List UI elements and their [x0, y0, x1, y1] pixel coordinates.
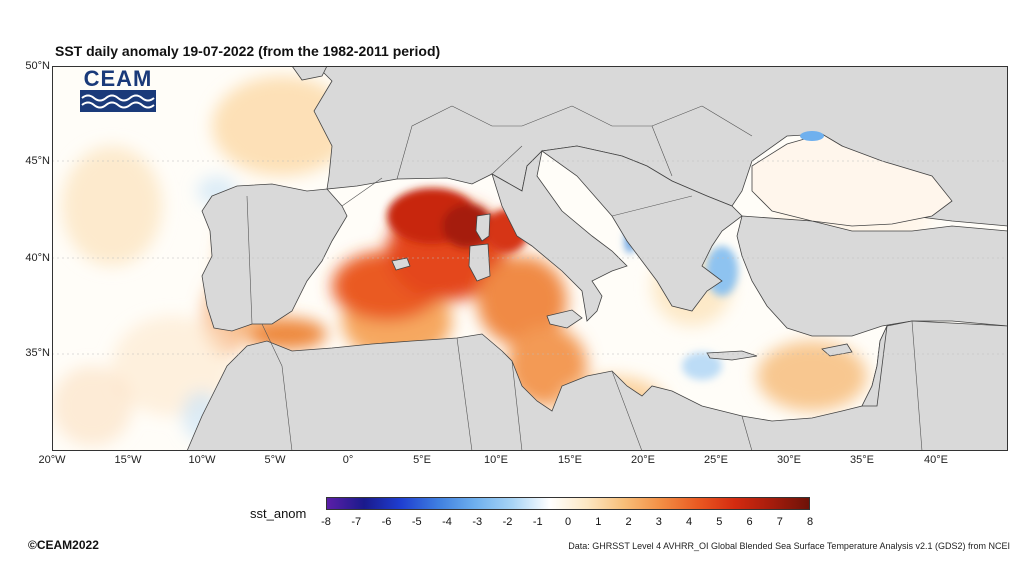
data-source: Data: GHRSST Level 4 AVHRR_OI Global Ble…: [568, 541, 1010, 551]
lon-label: 40°E: [924, 454, 948, 466]
colorbar-tick-label: -3: [472, 516, 483, 528]
lon-label: 20°E: [631, 454, 655, 466]
colorbar-tick-label: -5: [411, 516, 422, 528]
colorbar-tick-label: -6: [381, 516, 392, 528]
colorbar-tick-label: -8: [321, 516, 331, 528]
map-frame: [52, 66, 1008, 451]
sardinia-island: [468, 243, 491, 282]
italy-landmass: [491, 149, 628, 322]
colorbar-tick-label: -2: [502, 516, 513, 528]
lat-label: 35°N: [25, 347, 50, 359]
lon-label: 35°E: [850, 454, 874, 466]
colorbar: [326, 497, 810, 510]
colorbar-tick-label: 3: [655, 516, 662, 528]
logo-text: CEAM: [83, 66, 153, 91]
colorbar-tick-label: -4: [442, 516, 452, 528]
lon-label: 25°E: [704, 454, 728, 466]
black-sea: [751, 131, 953, 227]
lon-label: 0°: [342, 454, 354, 466]
uk-landmass: [291, 66, 328, 81]
map-title: SST daily anomaly 19-07-2022 (from the 1…: [55, 43, 441, 59]
cyprus-island: [821, 343, 853, 357]
lon-label: 5°E: [413, 454, 431, 466]
mallorca-island: [391, 257, 411, 271]
anatolia-landmass: [736, 215, 1008, 337]
colorbar-tick-label: -7: [351, 516, 362, 528]
lon-label: 20°W: [38, 454, 66, 466]
ceam-logo: CEAM: [80, 68, 156, 114]
lon-label: 30°E: [777, 454, 801, 466]
graticule: [52, 160, 1008, 355]
colorbar-tick-label: 0: [564, 516, 572, 528]
country-borders: [246, 105, 923, 451]
colorbar-label: sst_anom: [250, 506, 307, 521]
sst-anomaly-map: [52, 66, 1008, 451]
lat-label: 45°N: [25, 155, 50, 167]
lat-label: 50°N: [25, 60, 50, 72]
lon-label: 15°W: [114, 454, 142, 466]
lon-label: 5°W: [264, 454, 286, 466]
levant-landmass: [861, 325, 888, 407]
lon-label: 10°E: [484, 454, 508, 466]
colorbar-tick-label: 8: [806, 516, 814, 528]
crete-island: [706, 350, 758, 361]
waves-icon: [80, 90, 156, 112]
colorbar-tick-label: 7: [776, 516, 783, 528]
colorbar-tick-label: 5: [716, 516, 723, 528]
lon-label: 10°W: [188, 454, 216, 466]
corsica-sardinia: [475, 213, 491, 242]
copyright: ©CEAM2022: [28, 538, 99, 552]
colorbar-tick-label: 2: [625, 516, 632, 528]
sicily-island: [546, 309, 583, 329]
colorbar-tick-label: 6: [746, 516, 753, 528]
lon-label: 15°E: [558, 454, 582, 466]
iberia-landmass: [201, 183, 348, 332]
colorbar-tick-label: 4: [685, 516, 693, 528]
colorbar-tick-label: 1: [595, 516, 602, 528]
map-canvas: [52, 66, 1008, 451]
colorbar-tick-label: -1: [532, 516, 543, 528]
balkans-landmass: [540, 145, 743, 312]
lat-label: 40°N: [25, 252, 50, 264]
